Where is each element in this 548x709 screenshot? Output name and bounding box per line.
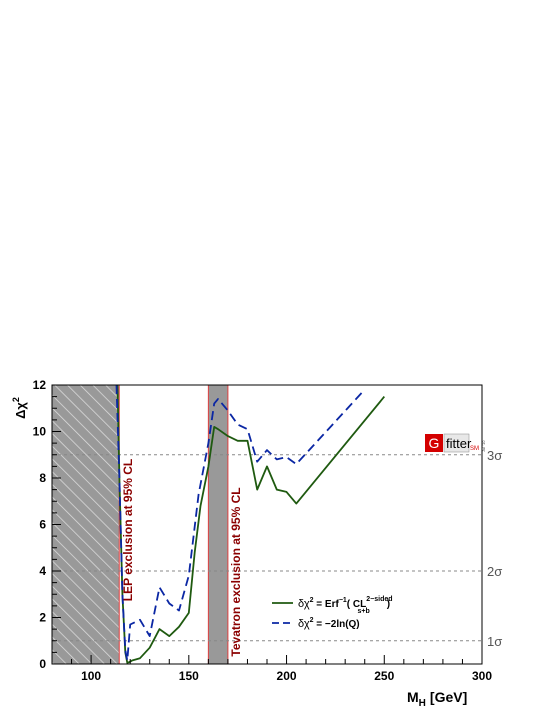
x-tick-label-200: 200 (277, 669, 297, 683)
x-tick-label-300: 300 (472, 669, 492, 683)
y-axis-title-main: Δχ (13, 402, 28, 419)
x-axis-title-main: M (407, 689, 419, 705)
y-tick-label-12: 12 (33, 378, 47, 392)
gfitter-logo: G fitter SM Jul '10 (425, 433, 486, 453)
exclusion-bands (52, 385, 229, 664)
x-axis-title-sub: H (419, 698, 426, 709)
y-tick-label-6: 6 (39, 518, 46, 532)
sigma-label-1: 2σ (487, 564, 502, 579)
legend-entry-lnq: δχ2 = −2ln(Q) (298, 617, 360, 630)
x-axis-title-unit: [GeV] (430, 689, 467, 705)
legend: δχ2 = Erf−1( CL2−sided s+b) δχ2 = −2ln(Q) (272, 596, 393, 630)
y-axis-title: Δχ2 (11, 397, 28, 419)
legend-lnq-eq: = −2ln(Q) (314, 619, 360, 630)
sigma-reference-lines: 1σ 2σ 3σ (52, 448, 502, 649)
legend-erf-base: δχ (298, 598, 310, 610)
logo-fitter-box (443, 433, 470, 453)
x-tick-label-250: 250 (374, 669, 394, 683)
y-tick-label-4: 4 (39, 564, 46, 578)
legend-entry-erf: δχ2 = Erf−1( CL2−sided s+b) (298, 596, 393, 615)
legend-erf-sup: 2 (310, 597, 314, 604)
legend-lnq-sup: 2 (310, 617, 314, 624)
exclusion-band-hatch-0 (52, 385, 120, 664)
tevatron-exclusion-label: Tevatron exclusion at 95% CL (229, 487, 243, 656)
series-line-0 (116, 385, 385, 664)
legend-erf-close: ) (387, 599, 390, 610)
data-curves (115, 385, 385, 664)
legend-erf-sub2: s+b (358, 608, 370, 615)
y-axis: 0 2 4 6 8 10 12 (33, 378, 61, 671)
legend-erf-sup2: 2−sided (366, 596, 392, 603)
x-tick-label-150: 150 (179, 669, 199, 683)
y-tick-label-8: 8 (39, 471, 46, 485)
legend-erf-inv: −1 (339, 597, 347, 604)
logo-date: Jul '10 (481, 440, 486, 452)
x-axis-title: MH [GeV] (407, 689, 467, 709)
logo-sm: SM (470, 446, 479, 452)
sigma-label-0: 1σ (487, 634, 502, 649)
series-line-1 (115, 385, 366, 662)
logo-fitter: fitter (446, 436, 472, 451)
logo-g: G (429, 435, 440, 451)
y-axis-title-sup: 2 (11, 397, 21, 402)
exclusion-band-1 (208, 385, 228, 664)
logo-g-box (425, 434, 443, 452)
y-tick-label-2: 2 (39, 611, 46, 625)
lep-exclusion-label: LEP exclusion at 95% CL (121, 459, 135, 602)
y-tick-label-10: 10 (33, 425, 47, 439)
x-axis: 100 150 200 250 300 (51, 655, 492, 683)
sigma-label-2: 3σ (487, 448, 502, 463)
legend-lnq-base: δχ (298, 618, 310, 630)
y-tick-label-0: 0 (39, 657, 46, 671)
x-tick-label-100: 100 (81, 669, 101, 683)
legend-erf-eq: = Erf (314, 599, 340, 610)
legend-erf-open: ( CL (347, 599, 366, 610)
